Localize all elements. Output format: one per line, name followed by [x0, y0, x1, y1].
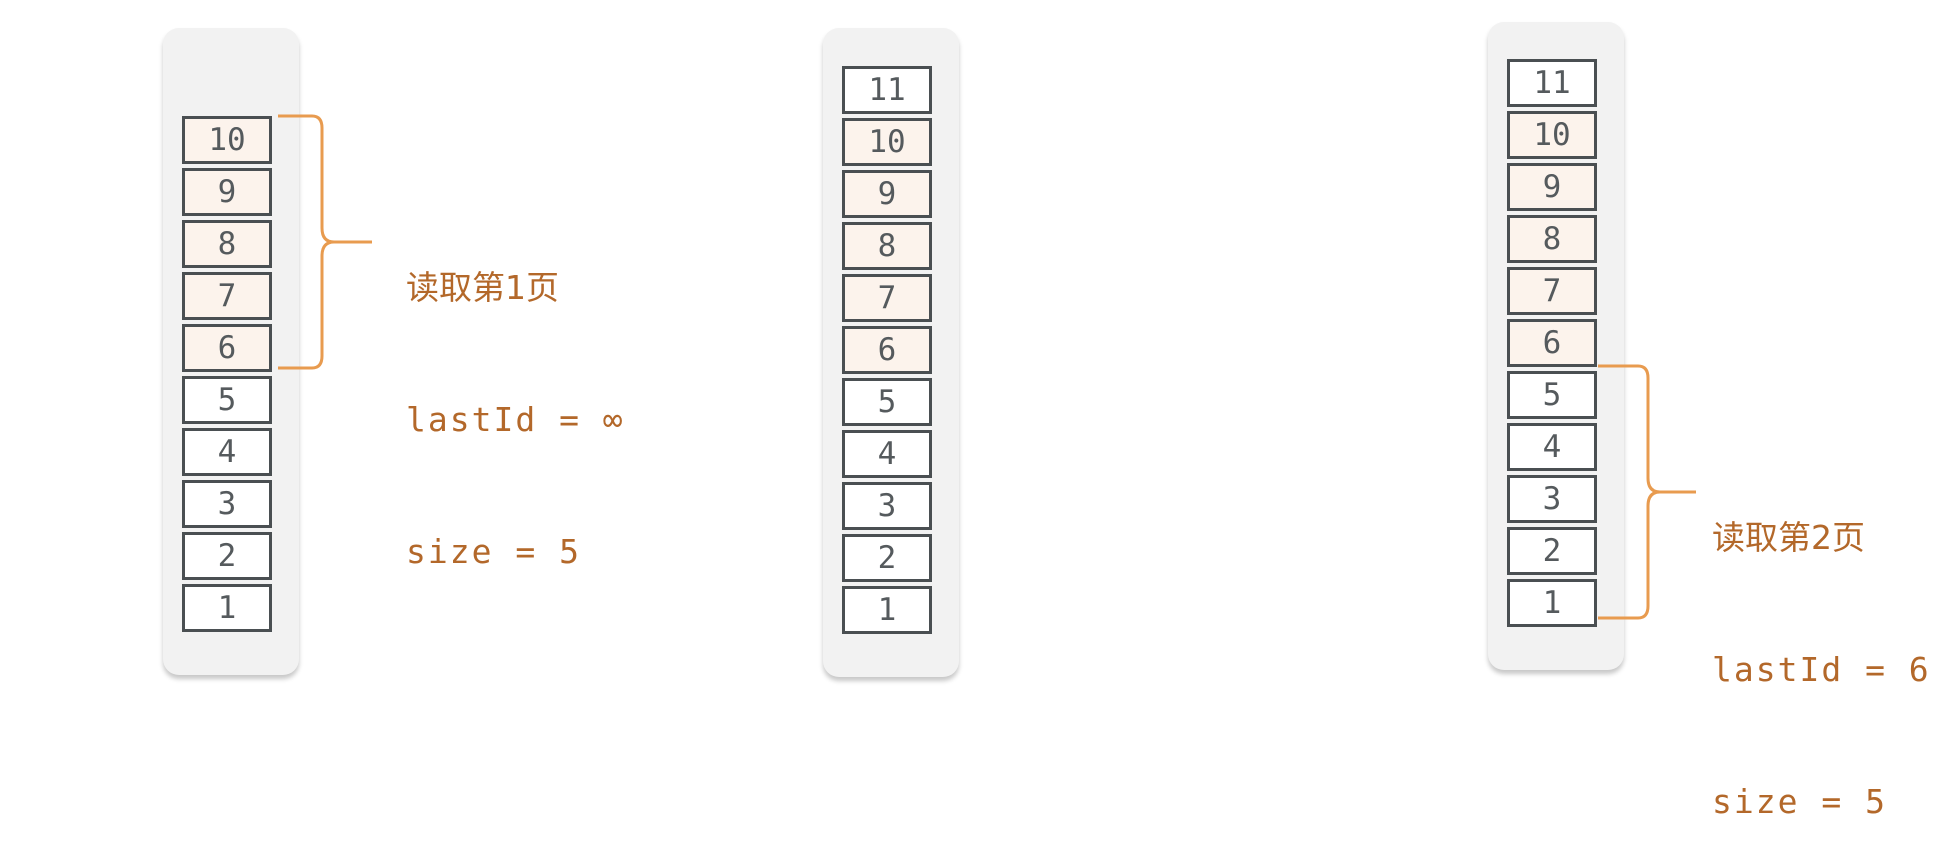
stack-cell: 7: [182, 272, 272, 320]
stack-page-2: 11 10 9 8 7 6 5 4 3 2 1: [1488, 22, 1624, 670]
stack-cell: 1: [182, 584, 272, 632]
stack-cell: 1: [842, 586, 932, 634]
stack-cell: 2: [1507, 527, 1597, 575]
stack-cell: 8: [1507, 215, 1597, 263]
stack-cell: 3: [182, 480, 272, 528]
stack-cell: 4: [182, 428, 272, 476]
stack-cell: 2: [182, 532, 272, 580]
stack-cell: 11: [842, 66, 932, 114]
brace-page-1: [278, 114, 372, 370]
stack-cell: 3: [1507, 475, 1597, 523]
stack-cell: 5: [182, 376, 272, 424]
stack-middle: 11 10 9 8 7 6 5 4 3 2 1: [823, 28, 959, 677]
stack-cell: 7: [842, 274, 932, 322]
stack-page-1: 10 9 8 7 6 5 4 3 2 1: [163, 28, 299, 675]
annotation-last-id: lastId = ∞: [406, 400, 625, 439]
stack-cell: 9: [182, 168, 272, 216]
stack-cell: 1: [1507, 579, 1597, 627]
stack-cell: 5: [842, 378, 932, 426]
stack-cell: 8: [842, 222, 932, 270]
stack-cell: 2: [842, 534, 932, 582]
stack-cell: 7: [1507, 267, 1597, 315]
annotation-size: size = 5: [406, 532, 581, 571]
stack-cell: 9: [1507, 163, 1597, 211]
stack-cell: 6: [1507, 319, 1597, 367]
stack-cell: 3: [842, 482, 932, 530]
annotation-last-id: lastId = 6: [1712, 650, 1931, 689]
stack-cell: 5: [1507, 371, 1597, 419]
brace-page-2: [1598, 364, 1696, 620]
stack-cell: 10: [842, 118, 932, 166]
stack-cell: 10: [1507, 111, 1597, 159]
annotation-size: size = 5: [1712, 782, 1887, 821]
stack-cell: 6: [182, 324, 272, 372]
annotation-page-2: 读取第2页 lastId = 6 size = 5: [1712, 428, 1931, 868]
brace-connectors: [278, 114, 1696, 620]
annotation-page-1: 读取第1页 lastId = ∞ size = 5: [406, 178, 625, 618]
annotation-title: 读取第1页: [406, 268, 559, 307]
stack-cell: 10: [182, 116, 272, 164]
stack-cell: 4: [1507, 423, 1597, 471]
stack-cell: 9: [842, 170, 932, 218]
stack-cell: 11: [1507, 59, 1597, 107]
stack-cell: 6: [842, 326, 932, 374]
annotation-title: 读取第2页: [1712, 518, 1865, 557]
stack-cell: 4: [842, 430, 932, 478]
stack-cell: 8: [182, 220, 272, 268]
